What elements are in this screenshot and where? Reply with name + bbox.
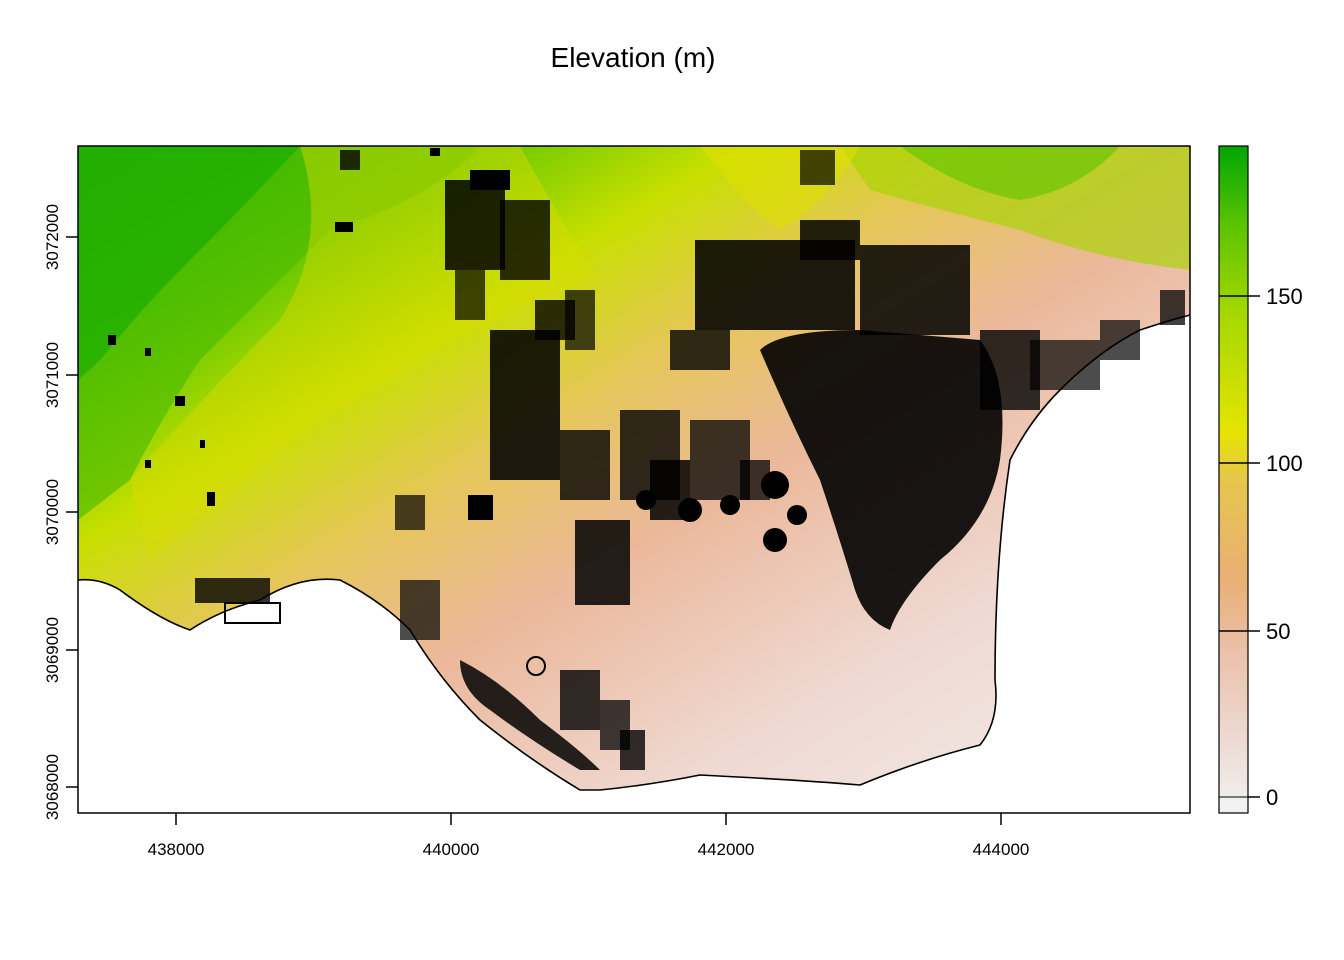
map-frame [77,145,1191,814]
x-axis [175,813,1002,825]
y-tick-label: 3071000 [43,342,62,408]
x-tick-label: 440000 [423,840,480,859]
x-tick-label: 444000 [973,840,1030,859]
y-tick-label: 3069000 [43,617,62,683]
x-tick-label: 442000 [698,840,755,859]
x-tick-label: 438000 [148,840,205,859]
building-footprints [108,148,1185,770]
legend-label: 0 [1266,785,1278,810]
y-tick-label: 3070000 [43,479,62,545]
y-tick-label: 3072000 [43,204,62,270]
legend-colorbar [1218,145,1260,814]
map-title: Elevation (m) [550,42,716,73]
y-axis [66,236,78,788]
y-tick-label: 3068000 [43,754,62,820]
legend-label: 150 [1266,284,1303,309]
legend-label: 50 [1266,619,1290,644]
legend-label: 100 [1266,451,1303,476]
